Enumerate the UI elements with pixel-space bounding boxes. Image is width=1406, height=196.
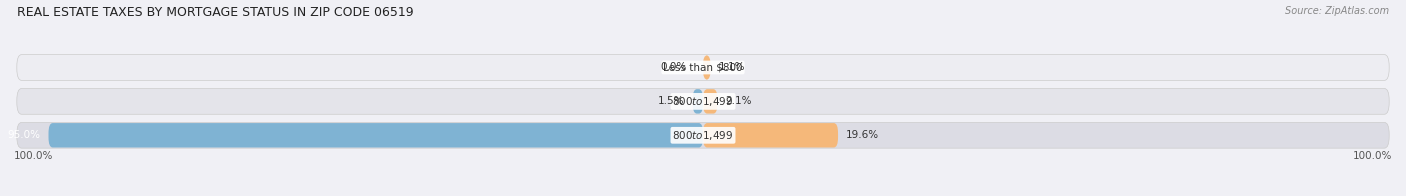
Text: 19.6%: 19.6% — [846, 130, 879, 140]
FancyBboxPatch shape — [703, 123, 838, 148]
Text: 1.1%: 1.1% — [718, 63, 745, 73]
Text: $800 to $1,499: $800 to $1,499 — [672, 129, 734, 142]
Text: Less than $800: Less than $800 — [664, 63, 742, 73]
FancyBboxPatch shape — [703, 55, 710, 80]
Text: $800 to $1,499: $800 to $1,499 — [672, 95, 734, 108]
FancyBboxPatch shape — [703, 89, 717, 114]
FancyBboxPatch shape — [17, 89, 1389, 114]
Text: 1.5%: 1.5% — [658, 96, 685, 106]
FancyBboxPatch shape — [48, 123, 703, 148]
Text: 100.0%: 100.0% — [14, 151, 53, 161]
FancyBboxPatch shape — [17, 55, 1389, 80]
Text: Source: ZipAtlas.com: Source: ZipAtlas.com — [1285, 6, 1389, 16]
Text: 95.0%: 95.0% — [7, 130, 41, 140]
Text: REAL ESTATE TAXES BY MORTGAGE STATUS IN ZIP CODE 06519: REAL ESTATE TAXES BY MORTGAGE STATUS IN … — [17, 6, 413, 19]
Text: 2.1%: 2.1% — [725, 96, 752, 106]
Text: 100.0%: 100.0% — [1353, 151, 1392, 161]
FancyBboxPatch shape — [693, 89, 703, 114]
Text: 0.0%: 0.0% — [661, 63, 686, 73]
FancyBboxPatch shape — [17, 122, 1389, 148]
